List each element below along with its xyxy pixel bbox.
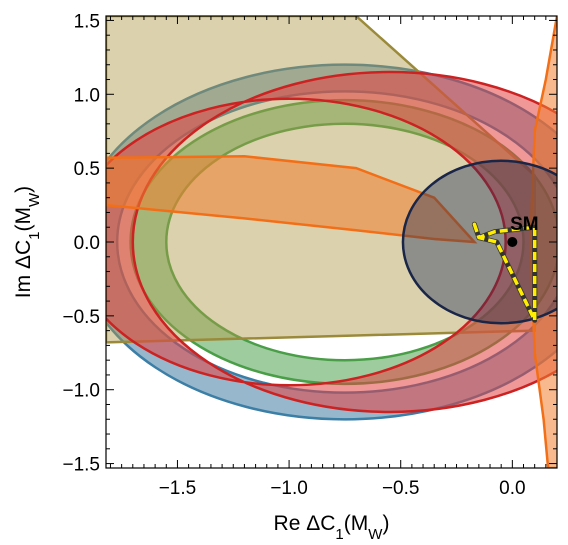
data-point-sm: [507, 237, 518, 247]
y-tick-label: −1.5: [62, 455, 100, 476]
region-hyperbola-left-4: [106, 155, 478, 244]
y-tick-label: 0.0: [74, 233, 100, 254]
region-annulus-0: [106, 63, 557, 421]
y-axis-title: Im ΔC1(MW): [12, 186, 43, 298]
x-tick-label: −0.5: [382, 478, 420, 499]
y-tick-label: 1.0: [74, 85, 100, 106]
x-tick-label: 0.0: [499, 478, 525, 499]
sm-label: SM: [510, 214, 539, 235]
x-tick-label: −1.5: [159, 478, 197, 499]
y-tick-label: 1.5: [74, 11, 100, 32]
regions-layer: [106, 16, 557, 468]
y-tick-label: 0.5: [74, 159, 100, 180]
labels-layer: −1.5 −1.0 −0.5 0.0 −1.5 −1.0 −0.5 0.0 0.5 1.0 1.5 R…: [12, 11, 539, 542]
x-tick-label: −1.0: [270, 478, 308, 499]
x-axis-title: Re ΔC1(MW): [274, 512, 390, 543]
region-hyperbola-right-4: [528, 16, 557, 468]
region-band-3: [106, 70, 557, 414]
region-allowed-dashed-6: [472, 222, 537, 323]
ticks-layer: [106, 16, 558, 468]
y-tick-label: −1.0: [62, 381, 100, 402]
y-tick-label: −0.5: [62, 307, 100, 328]
